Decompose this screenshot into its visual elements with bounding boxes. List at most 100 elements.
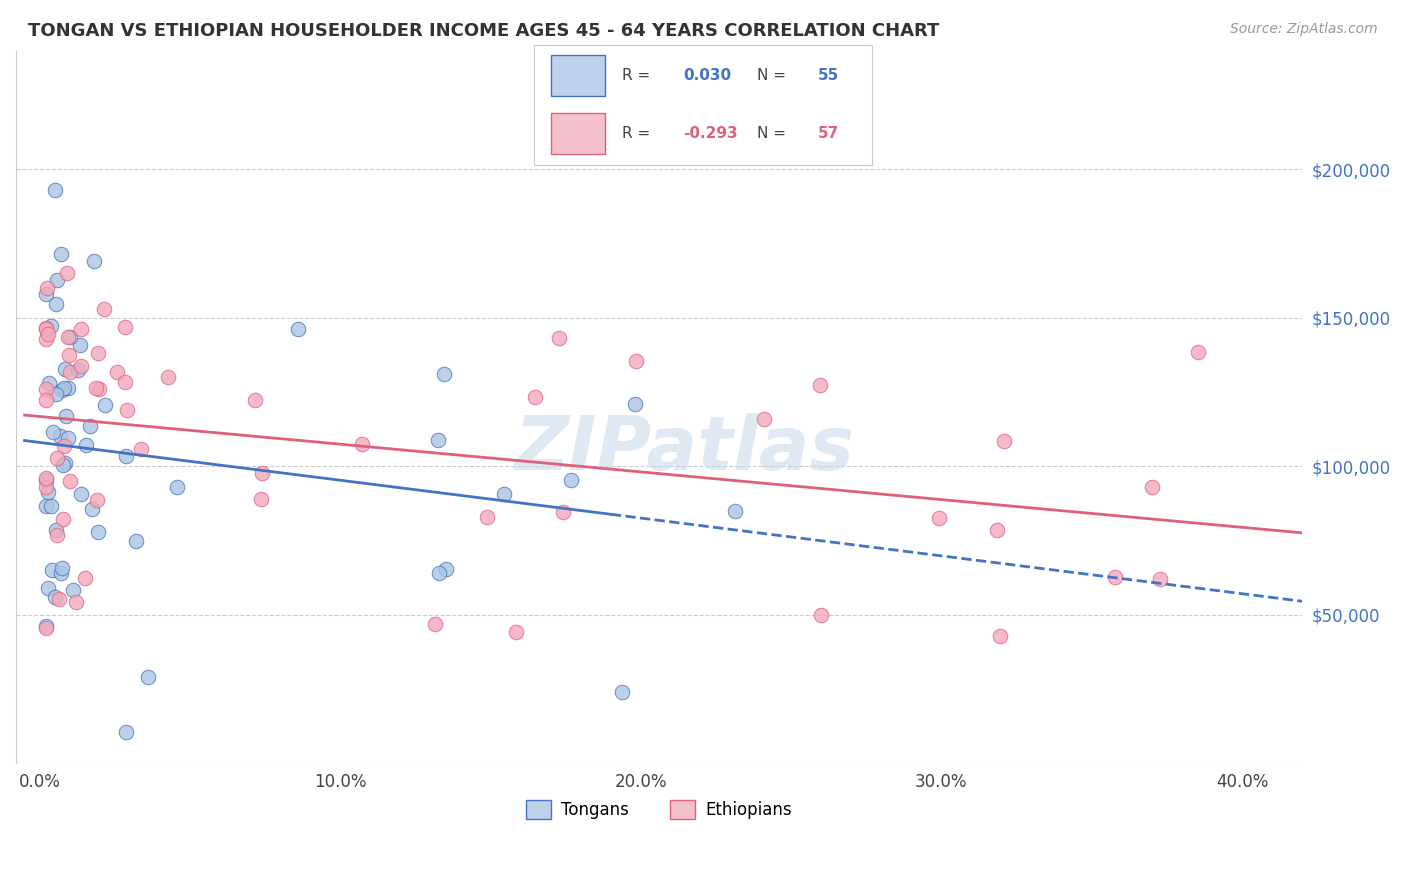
Point xyxy=(52,380,75,394)
Point xyxy=(1104,569,1126,583)
Point xyxy=(83,253,105,268)
Point xyxy=(34,382,56,396)
Point xyxy=(612,685,634,699)
Point xyxy=(45,297,67,311)
Point xyxy=(52,511,75,525)
Point xyxy=(423,617,446,632)
Point xyxy=(53,440,76,454)
Point xyxy=(34,393,56,408)
Point xyxy=(624,397,647,411)
Point xyxy=(34,619,56,633)
Point xyxy=(37,281,59,295)
Point xyxy=(114,376,136,390)
Point xyxy=(475,510,498,524)
Text: 57: 57 xyxy=(818,126,839,141)
Point xyxy=(352,437,374,451)
Point xyxy=(53,456,76,470)
Text: TONGAN VS ETHIOPIAN HOUSEHOLDER INCOME AGES 45 - 64 YEARS CORRELATION CHART: TONGAN VS ETHIOPIAN HOUSEHOLDER INCOME A… xyxy=(28,22,939,40)
Point xyxy=(58,348,80,362)
Point xyxy=(624,354,647,368)
Point xyxy=(65,595,87,609)
Point xyxy=(62,583,84,598)
Point xyxy=(79,419,101,434)
Point xyxy=(125,533,148,548)
Point xyxy=(41,563,63,577)
Point xyxy=(34,473,56,487)
Point xyxy=(44,183,66,197)
Point xyxy=(38,376,60,390)
Point xyxy=(724,504,747,518)
Point xyxy=(53,362,76,376)
Point xyxy=(67,363,90,377)
Point xyxy=(433,367,456,381)
Text: Source: ZipAtlas.com: Source: ZipAtlas.com xyxy=(1230,22,1378,37)
Point xyxy=(136,670,159,684)
Point xyxy=(250,466,273,480)
Text: N =: N = xyxy=(756,126,790,141)
Point xyxy=(44,591,66,605)
Point xyxy=(69,487,91,501)
Point xyxy=(434,562,457,576)
Point xyxy=(34,471,56,485)
Point xyxy=(51,566,73,580)
Text: 0.030: 0.030 xyxy=(683,69,731,84)
Point xyxy=(34,332,56,346)
Point xyxy=(87,524,110,539)
Point xyxy=(494,486,516,500)
Point xyxy=(45,527,67,541)
Point xyxy=(45,523,67,537)
Point xyxy=(56,431,79,445)
Point xyxy=(505,624,527,639)
Point xyxy=(117,402,139,417)
Point xyxy=(70,322,93,336)
Point xyxy=(156,370,179,384)
Point xyxy=(34,621,56,635)
Text: -0.293: -0.293 xyxy=(683,126,737,141)
Point xyxy=(1140,480,1163,494)
Point xyxy=(34,322,56,336)
Point xyxy=(427,566,450,580)
Point xyxy=(37,485,59,500)
Point xyxy=(115,724,138,739)
Point xyxy=(37,581,59,595)
Point xyxy=(87,346,110,360)
Point xyxy=(73,571,96,585)
Point xyxy=(52,458,75,472)
Point xyxy=(243,393,266,408)
Text: R =: R = xyxy=(621,126,655,141)
FancyBboxPatch shape xyxy=(551,55,605,96)
Point xyxy=(129,442,152,456)
Point xyxy=(70,359,93,374)
Text: 55: 55 xyxy=(818,69,839,84)
Point xyxy=(69,337,91,351)
Point xyxy=(988,629,1011,643)
Point xyxy=(93,301,115,316)
Point xyxy=(34,287,56,301)
Text: R =: R = xyxy=(621,69,655,84)
Point xyxy=(45,387,67,401)
Point xyxy=(1149,572,1171,586)
FancyBboxPatch shape xyxy=(551,113,605,154)
Point xyxy=(986,523,1008,537)
Point xyxy=(82,502,104,516)
Point xyxy=(1187,345,1209,359)
Point xyxy=(551,505,574,519)
Point xyxy=(39,318,62,333)
Point xyxy=(34,320,56,334)
Point xyxy=(45,450,67,465)
Point xyxy=(51,383,73,397)
Point xyxy=(105,365,128,379)
Point xyxy=(524,390,547,404)
Point xyxy=(75,438,97,452)
Point xyxy=(55,409,77,424)
Point xyxy=(94,398,117,412)
Point xyxy=(752,412,775,426)
Point xyxy=(39,499,62,513)
Point xyxy=(55,266,77,280)
Point xyxy=(51,247,73,261)
Point xyxy=(34,480,56,494)
Point xyxy=(59,474,82,488)
Point xyxy=(548,331,571,345)
Point xyxy=(56,330,79,344)
Point xyxy=(48,592,70,607)
